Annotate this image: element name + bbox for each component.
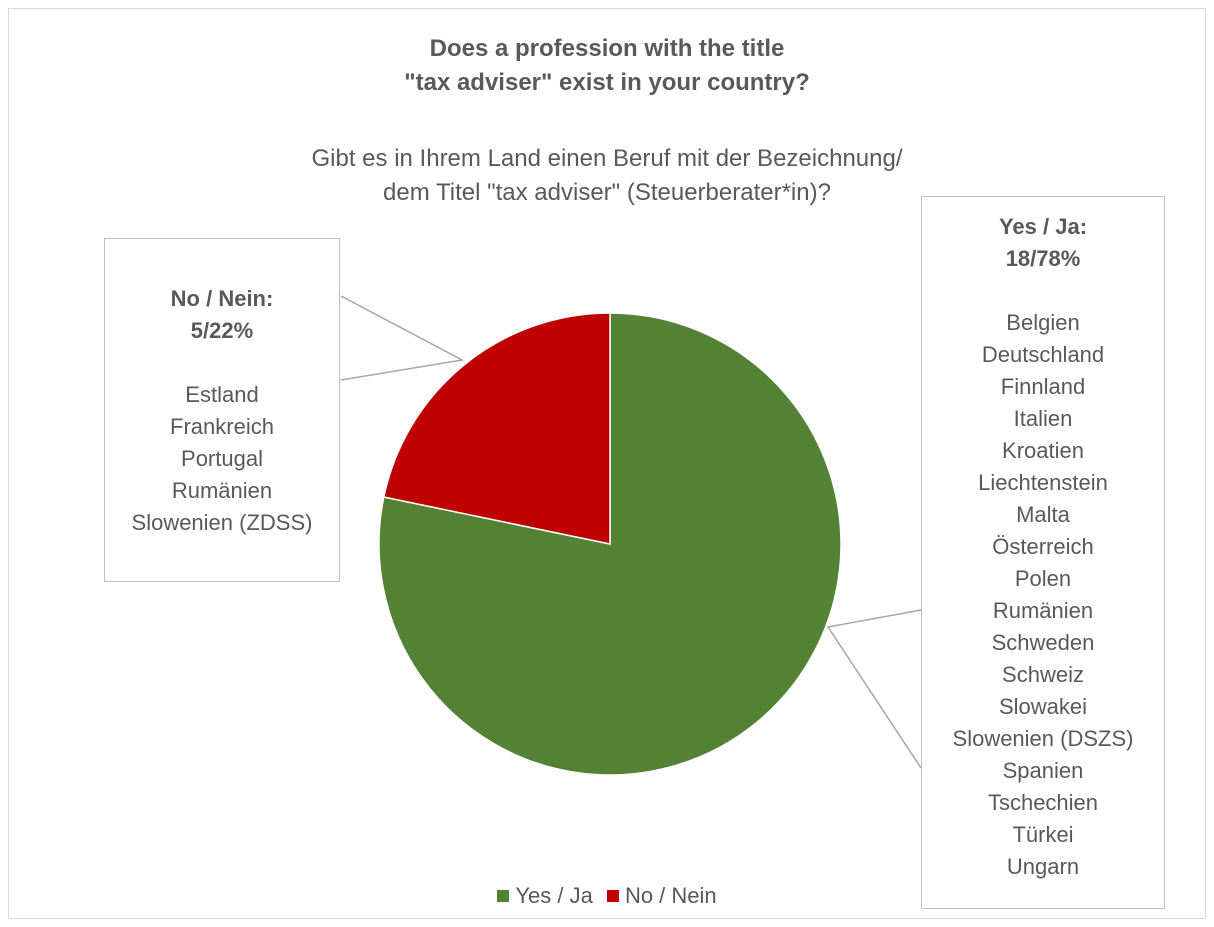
title-line-2: "tax adviser" exist in your country? <box>404 69 810 96</box>
country-list-no: Estland Frankreich Portugal Rumänien Sloweni… <box>105 379 339 539</box>
legend: Yes / Ja No / Nein <box>0 880 1214 911</box>
country-item-no-3: Rumänien <box>171 478 273 503</box>
subtitle-line-1: Gibt es in Ihrem Land einen Beruf mit de… <box>311 145 903 172</box>
country-item-yes-9: Rumänien <box>992 598 1094 623</box>
country-item-yes-6: Malta <box>1016 502 1070 527</box>
legend-swatch-yes <box>497 890 510 902</box>
country-item-yes-16: Türkei <box>1012 822 1074 847</box>
title-line-1: Does a profession with the title <box>429 35 785 62</box>
chart-frame <box>8 8 1206 919</box>
country-list-yes: Belgien Deutschland Finnland Italien Kroatie… <box>922 307 1164 883</box>
legend-label-no: No / Nein <box>624 883 717 908</box>
legend-swatch-no <box>606 890 619 902</box>
country-item-yes-2: Finnland <box>1000 374 1086 399</box>
country-item-yes-0: Belgien <box>1006 310 1080 335</box>
country-item-yes-8: Polen <box>1014 566 1072 591</box>
country-item-yes-17: Ungarn <box>1006 854 1080 879</box>
pie-slice-no <box>382 312 611 545</box>
country-item-yes-12: Slowakei <box>998 694 1088 719</box>
country-item-yes-4: Kroatien <box>1002 438 1084 463</box>
country-item-yes-10: Schweden <box>991 630 1095 655</box>
callout-yes: Yes / Ja: 18/78% Belgien Deutschland Finnl… <box>921 196 1165 909</box>
subtitle-line-2: dem Titel "tax adviser" (Steuerberater*i… <box>383 179 831 206</box>
country-item-no-1: Frankreich <box>170 414 274 439</box>
callout-yes-value: 18/78% <box>1005 246 1081 271</box>
leader-line-yes <box>826 609 922 769</box>
callout-no-label: No / Nein: <box>170 286 274 311</box>
country-item-yes-7: Österreich <box>992 534 1094 559</box>
country-item-yes-1: Deutschland <box>981 342 1105 367</box>
country-item-yes-14: Spanien <box>1002 758 1084 783</box>
country-item-no-0: Estland <box>185 382 259 407</box>
country-item-no-4: Slowenien (ZDSS) <box>131 510 313 535</box>
leader-line-no <box>340 295 465 381</box>
callout-no-value: 5/22% <box>190 318 254 343</box>
country-item-yes-3: Italien <box>1013 406 1073 431</box>
callout-no: No / Nein: 5/22% Estland Frankreich Portug… <box>104 238 340 582</box>
chart-subtitle: Gibt es in Ihrem Land einen Beruf mit de… <box>0 142 1214 210</box>
legend-item-yes: Yes / Ja <box>497 881 593 911</box>
legend-item-no: No / Nein <box>606 881 717 911</box>
callout-yes-label: Yes / Ja: <box>998 214 1088 239</box>
legend-label-yes: Yes / Ja <box>515 883 593 908</box>
country-item-yes-5: Liechtenstein <box>978 470 1108 495</box>
country-item-no-2: Portugal <box>181 446 263 471</box>
chart-title: Does a profession with the title "tax ad… <box>0 32 1214 100</box>
country-item-yes-11: Schweiz <box>1002 662 1084 687</box>
country-item-yes-15: Tschechien <box>987 790 1099 815</box>
country-item-yes-13: Slowenien (DSZS) <box>952 726 1134 751</box>
